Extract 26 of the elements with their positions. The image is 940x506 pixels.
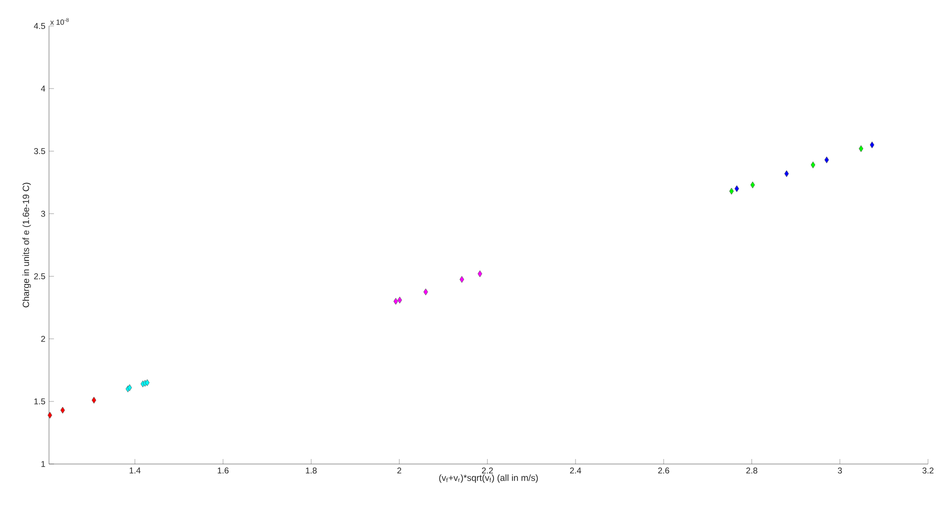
x-tick-label: 2.4 xyxy=(570,468,582,474)
y-tick-label: 4 xyxy=(40,86,46,92)
point xyxy=(397,296,402,304)
y-tick-label: 2 xyxy=(41,336,46,342)
x-tick-label: 2 xyxy=(397,468,402,474)
y-tick-label: 2.5 xyxy=(34,273,46,280)
x-tick-label: 2.6 xyxy=(658,468,670,474)
x-tick-label: 1.8 xyxy=(306,468,317,474)
y-tick-label: 4.5 xyxy=(34,23,46,29)
y-axis-title: Charge in units of e (1.6e-19 C) xyxy=(22,182,31,308)
point xyxy=(460,276,464,283)
x-tick-label: 3.2 xyxy=(922,468,934,474)
point xyxy=(810,162,816,168)
point xyxy=(824,156,829,164)
x-tick-label: 1.6 xyxy=(218,468,229,474)
y-tick-label: 1.5 xyxy=(34,398,46,404)
point xyxy=(423,288,428,296)
x-tick-label: 1.4 xyxy=(130,468,141,474)
y-tick-label: 3.5 xyxy=(34,148,46,154)
point xyxy=(750,182,755,188)
x-tick-label: 2.2 xyxy=(482,468,493,474)
y-tick-label: 3 xyxy=(41,210,46,217)
y-tick-label: 1 xyxy=(41,461,46,467)
x-tick-label: 3 xyxy=(838,468,842,474)
x-tick-label: 2.8 xyxy=(746,468,758,474)
x-axis-title: (v$_{f}$+v$_{r}$)*sqrt(v$_{f}$) (all in m/s) xyxy=(439,474,538,483)
